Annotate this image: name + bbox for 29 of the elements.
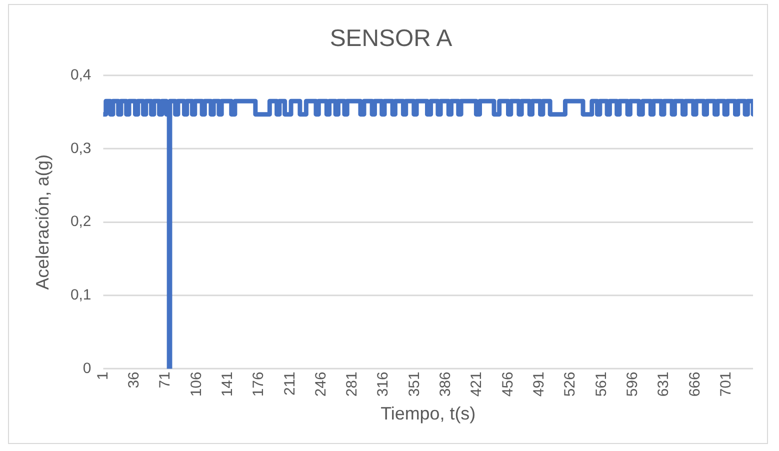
x-tick-label: 421 [468,372,486,397]
x-tick-label: 596 [624,372,641,397]
y-tick-label: 0,2 [70,213,92,230]
x-tick-label: 456 [499,372,516,397]
x-tick-label: 36 [125,372,142,388]
y-tick-label: 0,4 [70,66,92,84]
x-axis-title: Tiempo, t(s) [380,403,476,424]
y-tick-label: 0,1 [70,286,92,304]
x-tick-label: 351 [406,372,423,397]
x-tick-label: 176 [250,372,268,397]
x-tick-label: 211 [281,372,298,396]
y-tick-label: 0 [82,360,92,377]
x-tick-label: 141 [218,372,236,397]
x-tick-label: 666 [686,372,704,397]
x-tick-label: 386 [437,372,454,397]
x-tick-label: 491 [530,372,548,397]
x-tick-label: 561 [592,372,610,397]
chart-title: SENSOR A [330,24,452,52]
y-tick-label: 0,3 [70,140,92,157]
x-tick-label: 526 [562,372,579,397]
x-tick-label: 246 [312,372,330,397]
x-tick-label: 1 [94,372,112,380]
x-tick-label: 106 [188,372,205,397]
x-tick-label: 701 [717,372,734,397]
x-tick-label: 281 [344,372,361,397]
x-tick-label: 71 [156,372,174,388]
x-tick-label: 631 [655,372,672,397]
x-tick-label: 316 [374,372,392,397]
y-axis-title: Aceleración, a(g) [32,154,53,290]
